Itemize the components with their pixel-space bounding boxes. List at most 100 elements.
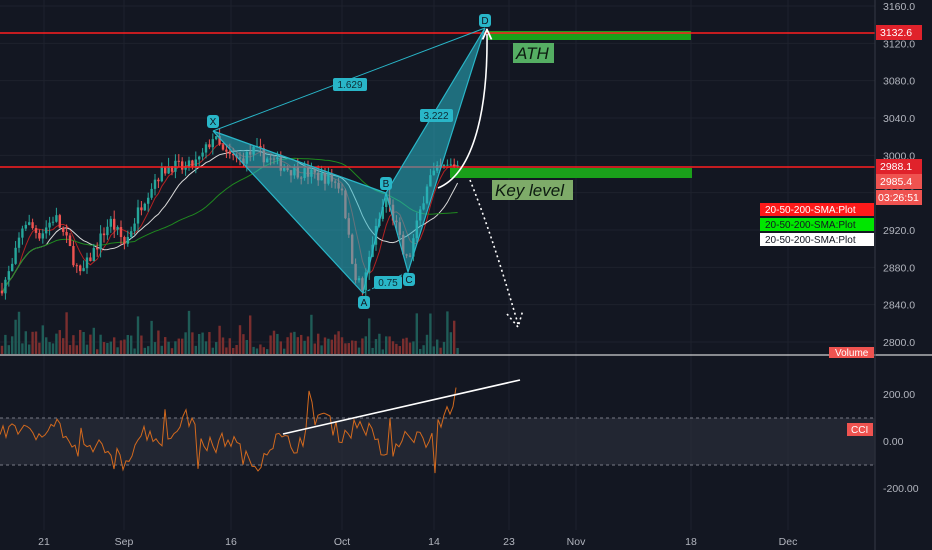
sma-legend-white[interactable]: 20-50-200-SMA:Plot (760, 233, 874, 246)
candle-body (31, 222, 34, 229)
volume-bar (374, 339, 378, 354)
candle-body (45, 227, 48, 234)
volume-bar (21, 343, 24, 354)
volume-bar (395, 343, 398, 354)
candle-body (167, 166, 170, 174)
volume-bar (109, 341, 112, 354)
candle-body (140, 207, 143, 211)
candle-body (68, 235, 72, 247)
volume-bar (123, 339, 126, 354)
volume-bar (364, 336, 367, 354)
volume-bar (300, 334, 303, 354)
volume-bar (133, 348, 136, 354)
volume-bar (415, 313, 418, 354)
candle-body (7, 271, 10, 280)
volume-bar (276, 333, 279, 354)
volume-bar (65, 312, 68, 354)
cci-axis[interactable]: 200.00 0.00 -200.00 (883, 389, 919, 495)
volume-bar (279, 341, 282, 354)
candle-body (58, 215, 61, 228)
volume-bar (116, 347, 119, 354)
volume-bar (143, 347, 146, 354)
volume-bar (211, 347, 214, 354)
volume-bar (48, 342, 51, 354)
candle-body (198, 156, 201, 160)
candle-body (181, 161, 184, 170)
svg-text:20-50-200-SMA:Plot: 20-50-200-SMA:Plot (765, 235, 856, 246)
svg-text:3132.6: 3132.6 (880, 27, 912, 39)
sma-legend-green[interactable]: 20-50-200-SMA:Plot (760, 218, 874, 231)
volume-bar (31, 331, 34, 354)
candle-body (55, 215, 58, 222)
volume-bar (371, 347, 374, 354)
volume-bar (204, 341, 208, 354)
candle-body (72, 246, 75, 266)
candle-body (62, 227, 65, 232)
volume-bar (425, 334, 429, 354)
volume-bar (11, 336, 14, 354)
svg-text:X: X (210, 117, 217, 128)
candle-body (48, 222, 51, 228)
volume-bar (412, 341, 415, 354)
volume-bar (286, 337, 289, 354)
candle-body (113, 218, 116, 230)
candle-body (157, 179, 160, 182)
key-level-zone (450, 168, 692, 178)
price-tag-ath: 3132.6 (876, 25, 922, 40)
volume-bar (368, 318, 371, 354)
volume-bar (238, 325, 242, 354)
candle-body (41, 233, 44, 239)
volume-bar (446, 311, 449, 354)
sma-legend-red[interactable]: 20-50-200-SMA:Plot (760, 203, 874, 216)
time-axis[interactable]: 21 Sep 16 Oct 14 23 Nov 18 Dec (38, 536, 797, 548)
cci-trendline (282, 379, 521, 435)
volume-bar (34, 331, 38, 354)
volume-bar (157, 330, 160, 354)
volume-bar (75, 345, 78, 354)
cci-tick-label: 0.00 (883, 436, 904, 448)
time-tick-label: 18 (685, 536, 697, 548)
volume-bar (456, 347, 459, 354)
volume-bar (126, 334, 129, 354)
svg-text:0.75: 0.75 (378, 278, 398, 289)
candle-body (17, 237, 21, 248)
candle-body (221, 144, 225, 150)
volume-bar (235, 344, 238, 354)
svg-text:ATH: ATH (515, 44, 549, 63)
candle-body (218, 136, 221, 145)
volume-bar (24, 331, 27, 354)
sma-line (1, 142, 458, 294)
volume-bar (113, 337, 116, 354)
svg-text:D: D (481, 16, 488, 27)
volume-bar (221, 337, 225, 354)
candle-body (75, 265, 78, 267)
volume-bar (381, 349, 384, 354)
cci-pane (0, 379, 875, 474)
volume-bar (89, 334, 92, 354)
projection-dotted-arrow (469, 179, 519, 325)
volume-bar (140, 335, 143, 354)
volume-bar (334, 334, 337, 354)
candle-body (194, 159, 197, 167)
volume-bar (449, 332, 452, 354)
candle-body (160, 166, 163, 182)
candle-body (99, 233, 102, 250)
volume-bar (432, 346, 435, 354)
candle-body (211, 139, 214, 148)
candle-body (65, 231, 68, 236)
time-tick-label: 23 (503, 536, 515, 548)
volume-bar (170, 348, 174, 354)
cci-line (0, 387, 457, 474)
candle-body (456, 165, 459, 167)
volume-bar (419, 348, 422, 354)
candle-body (381, 206, 384, 219)
volume-bar (96, 349, 99, 354)
volume-bar (340, 337, 344, 354)
candle-body (38, 232, 41, 239)
candle-body (187, 160, 191, 167)
key-level-annotation: Key level (492, 180, 573, 200)
candle-body (123, 237, 126, 244)
candle-body (453, 164, 456, 167)
ath-annotation: ATH (513, 43, 554, 63)
